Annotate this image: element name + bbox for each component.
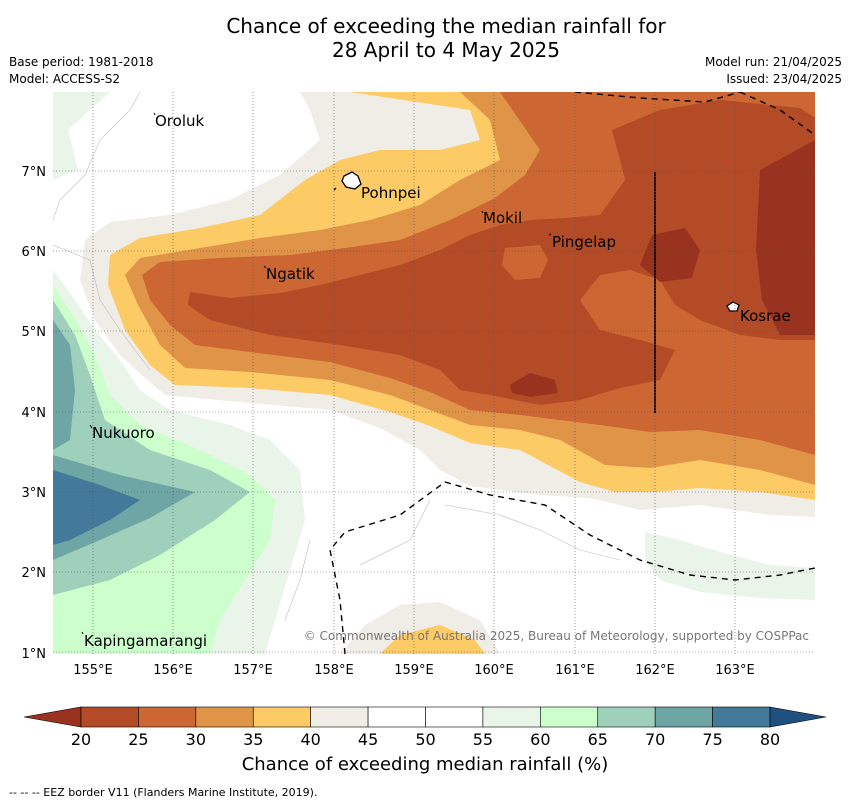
contour-below-20-east [756, 140, 815, 335]
lon-label: 156°E [153, 663, 193, 678]
colorbar-swatch [367, 706, 426, 728]
colorbar-swatch [482, 706, 541, 728]
colorbar-swatch [252, 706, 311, 728]
place-label-pohnpei: Pohnpei [361, 184, 421, 202]
contour-below-20-south [510, 373, 558, 397]
colorbar-tick-label: 20 [71, 730, 91, 749]
colorbar-label: Chance of exceeding median rainfall (%) [241, 754, 609, 775]
meta-left: Base period: 1981-2018 Model: ACCESS-S2 [9, 54, 154, 88]
colorbar-swatch [654, 706, 713, 728]
longitude-labels: 155°E 156°E 157°E 158°E 159°E 160°E 161°… [73, 663, 755, 678]
colorbar-swatch [425, 706, 484, 728]
place-label-kapingamarangi: Kapingamarangi [84, 632, 207, 650]
colorbar-tick-label: 70 [645, 730, 665, 749]
lat-label: 3°N [22, 486, 47, 501]
eez-border [329, 92, 815, 654]
contour-35-40-south [380, 625, 485, 654]
colorbar-tick-label: 25 [128, 730, 148, 749]
colorbar-tick-label: 55 [473, 730, 493, 749]
lat-label: 2°N [22, 566, 47, 581]
title-line-2: 28 April to 4 May 2025 [332, 38, 560, 62]
place-markers [81, 112, 552, 635]
colorbar-tick-label: 45 [358, 730, 378, 749]
lon-label: 162°E [635, 663, 675, 678]
colorbar-swatch [540, 706, 599, 728]
contour-75-80-sw [53, 470, 140, 545]
colorbar-swatch [597, 706, 656, 728]
meta-right: Model run: 21/04/2025 Issued: 23/04/2025 [705, 54, 842, 88]
lon-label: 158°E [314, 663, 354, 678]
lon-label: 157°E [233, 663, 273, 678]
model-name: Model: ACCESS-S2 [9, 72, 121, 86]
lon-label: 161°E [555, 663, 595, 678]
colorbar-tick-label: 75 [702, 730, 722, 749]
lon-label: 159°E [394, 663, 434, 678]
place-label-mokil: Mokil [483, 209, 522, 227]
place-label-oroluk: Oroluk [155, 112, 204, 130]
lat-label: 4°N [22, 406, 47, 421]
contour-25-30-inset [502, 245, 548, 280]
contour-20-25 [188, 100, 815, 405]
place-label-kosrae: Kosrae [740, 307, 791, 325]
place-label-pingelap: Pingelap [552, 233, 616, 251]
lat-label: 6°N [22, 245, 47, 260]
contour-lines [53, 92, 621, 621]
model-run: Model run: 21/04/2025 [704, 55, 842, 69]
lon-label: 155°E [73, 663, 113, 678]
latitude-labels: 7°N 6°N 5°N 4°N 3°N 2°N 1°N [22, 165, 47, 662]
colorbar-tick-label: 35 [243, 730, 263, 749]
colorbar-over-arrow [769, 706, 827, 728]
copyright-notice: © Commonwealth of Australia 2025, Bureau… [304, 629, 809, 643]
lat-label: 5°N [22, 325, 47, 340]
colorbar-tick-label: 60 [530, 730, 550, 749]
colorbar-swatch [310, 706, 369, 728]
map-contours [53, 92, 815, 654]
pohnpei-island [333, 171, 362, 191]
issued-date: Issued: 23/04/2025 [726, 72, 842, 86]
colorbar-swatch [195, 706, 254, 728]
gridlines [53, 92, 815, 654]
base-period: Base period: 1981-2018 [9, 55, 154, 69]
lat-label: 1°N [22, 647, 47, 662]
place-labels: Oroluk Pohnpei Mokil Pingelap Ngatik Kos… [84, 112, 791, 650]
lon-label: 163°E [715, 663, 755, 678]
lat-label: 7°N [22, 165, 47, 180]
lon-label: 160°E [474, 663, 514, 678]
colorbar-tick-label: 40 [300, 730, 320, 749]
colorbar-tick-label: 30 [186, 730, 206, 749]
colorbar-tick-label: 50 [415, 730, 435, 749]
contour-55-60-nw [53, 92, 110, 180]
contour-55-60-east [645, 532, 815, 600]
colorbar-ticks: 20 25 30 35 40 45 50 55 60 65 70 75 80 [71, 730, 780, 749]
eez-footnote: -- -- -- EEZ border V11 (Flanders Marine… [9, 786, 318, 799]
title-line-1: Chance of exceeding the median rainfall … [226, 14, 666, 38]
colorbar-tick-label: 65 [588, 730, 608, 749]
colorbar-swatch [712, 706, 771, 728]
place-label-nukuoro: Nukuoro [92, 424, 155, 442]
map-title: Chance of exceeding the median rainfall … [0, 14, 850, 62]
colorbar-swatch [80, 706, 139, 728]
colorbar-swatch [138, 706, 197, 728]
rainfall-map: Oroluk Pohnpei Mokil Pingelap Ngatik Kos… [22, 92, 815, 678]
colorbar-swatches [23, 706, 827, 728]
kosrae-island [726, 301, 740, 312]
colorbar-under-arrow [23, 706, 82, 728]
place-label-ngatik: Ngatik [266, 265, 315, 283]
colorbar-tick-label: 80 [760, 730, 780, 749]
